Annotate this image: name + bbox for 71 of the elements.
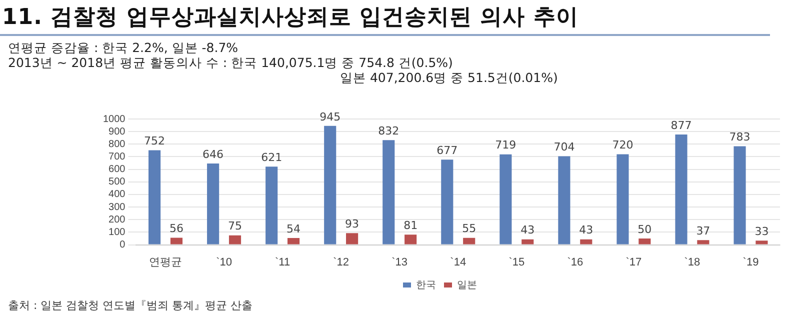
data-label: 945 [320,110,341,124]
bar [638,238,651,244]
bar [500,154,512,244]
data-label: 720 [612,138,634,152]
y-tick-label: 600 [108,164,126,176]
bar [266,166,278,244]
bar [675,134,688,244]
data-label: 752 [144,134,166,148]
data-label: 56 [169,222,184,236]
x-tick-label: 연평균 [149,256,182,268]
bar [441,160,454,244]
bar [404,234,417,244]
data-label: 646 [202,148,224,161]
bar [148,150,161,244]
bar [616,154,629,244]
bar [287,238,300,244]
x-tick-label: `16 [567,256,584,268]
y-tick-label: 1000 [102,114,126,125]
data-label: 93 [345,217,360,230]
legend-label: 일본 [457,280,477,291]
data-label: 54 [286,222,301,236]
x-tick-label: `14 [450,256,466,268]
bar [207,164,220,244]
data-label: 719 [495,138,516,152]
chart-subtitle: 연평균 증감율 : 한국 2.2%, 일본 -8.7% 2013년 ~ 2018년 평균 활동의사 수 : 한국 140,075.1명 중 754.8 건(0.5%) 일본 407,200.6명 중 51.5건(0.01%) [8,40,558,85]
bar [697,240,710,244]
bar [756,240,768,244]
y-tick-label: 500 [108,176,126,188]
data-label: 621 [261,151,282,164]
data-label: 677 [436,144,458,157]
data-label: 33 [754,225,769,238]
data-label: 704 [554,140,575,154]
bar [734,146,746,244]
bar [522,239,534,244]
data-label: 832 [378,124,400,138]
y-tick-label: 700 [108,151,126,162]
data-label: 55 [462,222,476,236]
y-tick-label: 300 [108,202,126,213]
source-note: 출처 : 일본 검찰청 연도별『범죄 통계』평균 산출 [8,298,253,313]
x-tick-label: `12 [333,256,350,268]
y-tick-label: 200 [108,214,126,226]
x-tick-label: `18 [684,256,700,268]
data-label: 50 [638,222,652,236]
chart-title: 11. 검찰청 업무상과실치사상죄로 입건송치된 의사 추이 [2,4,578,32]
y-tick-label: 0 [120,240,126,251]
bar [228,235,242,244]
bar [382,140,395,244]
bar [324,126,336,244]
bar [463,238,476,244]
data-label: 81 [404,218,418,232]
data-label: 75 [228,220,242,233]
y-tick-label: 900 [108,126,126,138]
x-tick-label: `13 [392,256,408,268]
legend-label: 한국 [416,280,436,291]
data-label: 37 [696,224,710,238]
x-tick-label: `15 [508,256,525,268]
data-label: 43 [579,224,594,237]
bar [558,156,570,244]
x-tick-label: `19 [742,256,759,268]
x-tick-label: `10 [216,256,232,268]
bar [170,238,183,244]
data-label: 783 [729,130,750,144]
bar [580,239,592,244]
y-tick-label: 100 [108,226,126,238]
data-label: 43 [520,224,535,237]
y-tick-label: 400 [108,189,126,200]
data-label: 877 [670,118,692,132]
bar [346,233,358,244]
x-tick-label: `11 [275,256,290,268]
y-tick-label: 800 [108,138,126,150]
x-tick-label: `17 [626,256,642,268]
